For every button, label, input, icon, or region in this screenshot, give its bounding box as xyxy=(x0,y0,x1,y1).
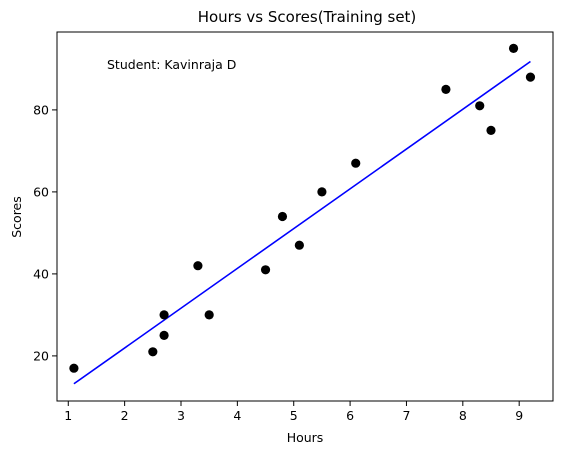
plot-area xyxy=(56,31,554,402)
data-point xyxy=(508,43,519,54)
y-tick-label: 40 xyxy=(33,266,49,281)
data-point xyxy=(159,330,169,340)
data-point xyxy=(294,240,304,250)
x-tick-label: 1 xyxy=(64,408,72,423)
regression-line-layer xyxy=(73,60,531,385)
student-annotation: Student: Kavinraja D xyxy=(107,57,236,72)
x-tick-label: 8 xyxy=(459,408,467,423)
data-point xyxy=(277,211,288,222)
data-point xyxy=(204,310,214,320)
data-point xyxy=(317,187,327,197)
data-point xyxy=(148,347,158,357)
data-point xyxy=(475,101,485,111)
y-tick-label: 20 xyxy=(33,348,49,363)
x-axis-ticks: 1 2 3 4 5 6 7 8 9 xyxy=(64,401,523,423)
x-tick-label: 7 xyxy=(402,408,410,423)
data-point xyxy=(486,125,496,135)
y-axis-label: Scores xyxy=(9,196,24,238)
data-point xyxy=(525,72,536,82)
x-tick-label: 4 xyxy=(233,408,241,423)
data-point xyxy=(260,265,271,275)
x-tick-label: 6 xyxy=(346,408,354,423)
data-point xyxy=(193,261,203,271)
x-axis-label: Hours xyxy=(287,430,324,445)
chart-title: Hours vs Scores(Training set) xyxy=(198,8,417,26)
x-tick-label: 9 xyxy=(515,408,523,423)
x-tick-label: 3 xyxy=(177,408,185,423)
data-point xyxy=(441,84,451,94)
y-axis-ticks: 20 40 60 80 xyxy=(33,102,57,363)
data-point xyxy=(69,363,79,373)
y-tick-label: 60 xyxy=(33,184,49,199)
data-points-layer xyxy=(69,43,536,373)
regression-line xyxy=(73,60,531,385)
data-point xyxy=(159,310,169,320)
x-tick-label: 5 xyxy=(290,408,298,423)
y-tick-label: 80 xyxy=(33,102,49,117)
data-point xyxy=(351,158,361,168)
x-tick-label: 2 xyxy=(121,408,129,423)
plot-frame xyxy=(56,31,554,402)
